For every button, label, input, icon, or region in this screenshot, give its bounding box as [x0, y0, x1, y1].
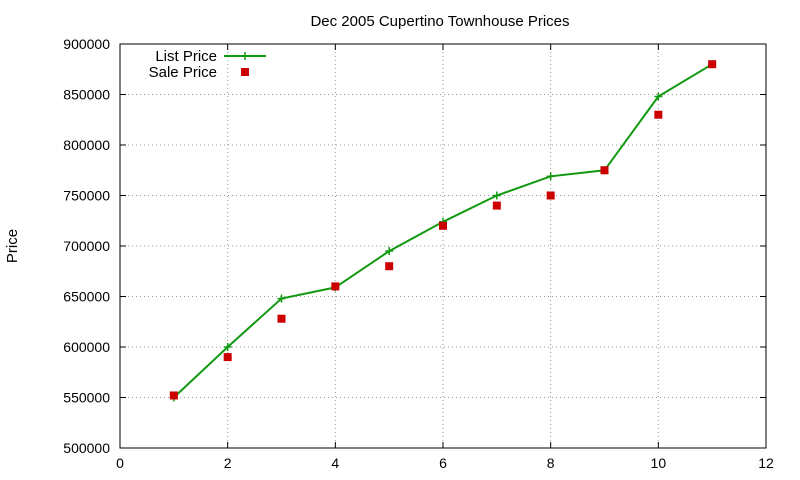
y-tick-label: 650000 — [63, 289, 110, 305]
y-tick-label: 750000 — [63, 188, 110, 204]
legend-square-swatch — [241, 68, 249, 76]
sale-price-point — [439, 221, 447, 230]
sale-price-point — [546, 191, 555, 200]
series-layer — [169, 60, 717, 402]
x-tick-label: 2 — [224, 455, 232, 471]
x-tick-label: 8 — [547, 455, 555, 471]
chart-title: Dec 2005 Cupertino Townhouse Prices — [310, 13, 569, 30]
axis-ticks: 0 2 4 6 8 10 12 500000 550000 600000 650000 700000 7… — [63, 36, 774, 471]
y-tick-label: 500000 — [63, 440, 110, 456]
sale-price-point — [385, 262, 394, 271]
legend-label: List Price — [155, 48, 217, 65]
y-tick-label: 800000 — [63, 137, 110, 153]
sale-price-point — [600, 166, 609, 175]
legend-label: Sale Price — [149, 64, 217, 81]
sale-price-point — [492, 201, 501, 210]
sale-price-point — [331, 282, 340, 291]
sale-price-point — [277, 314, 286, 323]
y-tick-label: 600000 — [63, 339, 110, 355]
x-tick-label: 12 — [758, 455, 774, 471]
sale-price-point — [223, 353, 232, 362]
sale-price-point — [708, 60, 717, 69]
x-tick-label: 4 — [331, 455, 339, 471]
x-tick-label: 6 — [439, 455, 447, 471]
list-price-line — [173, 63, 713, 399]
y-axis-title: Price — [4, 229, 21, 263]
x-tick-label: 10 — [651, 455, 667, 471]
y-tick-label: 850000 — [63, 87, 110, 103]
sale-price-point — [654, 110, 663, 119]
y-tick-label: 550000 — [63, 390, 110, 406]
y-tick-label: 700000 — [63, 238, 110, 254]
x-tick-label: 0 — [116, 455, 124, 471]
sale-price-point — [169, 391, 178, 400]
y-tick-label: 900000 — [63, 36, 110, 52]
gridlines — [120, 44, 766, 448]
